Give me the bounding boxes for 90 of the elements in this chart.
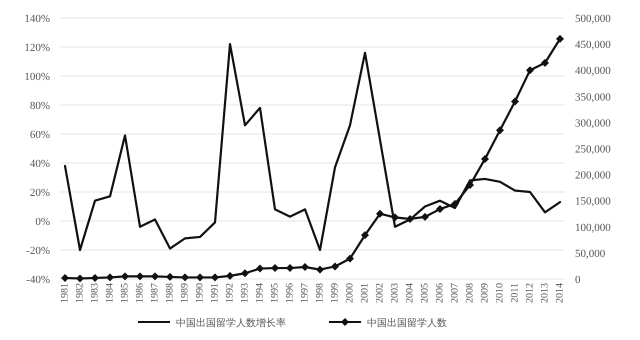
point bbox=[61, 274, 69, 282]
x-tick-label: 1992 bbox=[224, 283, 236, 303]
x-tick-label: 2008 bbox=[464, 283, 476, 303]
y-tick-label: 0% bbox=[35, 216, 50, 228]
point bbox=[331, 262, 339, 270]
point bbox=[511, 98, 519, 106]
x-tick-label: 2010 bbox=[494, 283, 506, 303]
point bbox=[556, 34, 564, 43]
point bbox=[106, 273, 114, 282]
point bbox=[76, 274, 84, 282]
point bbox=[226, 272, 234, 280]
y2-tick-label: 150,000 bbox=[575, 196, 612, 208]
point bbox=[466, 181, 474, 190]
point bbox=[361, 231, 369, 240]
x-tick-label: 1982 bbox=[74, 283, 86, 303]
point bbox=[481, 154, 489, 163]
y2-tick-label: 250,000 bbox=[575, 144, 612, 156]
x-tick-label: 1995 bbox=[270, 283, 280, 303]
point bbox=[346, 254, 354, 263]
x-tick-label: 1991 bbox=[210, 283, 220, 303]
point bbox=[136, 272, 144, 280]
point bbox=[406, 214, 414, 223]
y-tick-label: 40% bbox=[30, 158, 50, 170]
x-tick-label: 2006 bbox=[434, 283, 446, 303]
legend-label: 中国出国留学人数 bbox=[367, 317, 447, 329]
point bbox=[436, 205, 444, 214]
y-tick-label: -20% bbox=[26, 245, 50, 257]
point bbox=[211, 273, 219, 282]
y2-tick-label: 0 bbox=[575, 274, 581, 286]
point bbox=[286, 264, 294, 272]
point bbox=[376, 210, 384, 218]
point bbox=[256, 264, 264, 273]
x-tick-label: 1986 bbox=[134, 283, 146, 303]
x-tick-label: 2013 bbox=[540, 283, 550, 303]
y-tick-label: 60% bbox=[30, 129, 50, 141]
x-tick-label: 1983 bbox=[90, 283, 100, 303]
x-tick-label: 2014 bbox=[554, 283, 566, 303]
y2-tick-label: 200,000 bbox=[575, 170, 612, 182]
y-tick-label: 80% bbox=[30, 100, 50, 112]
y2-tick-label: 300,000 bbox=[575, 117, 612, 130]
x-tick-label: 1998 bbox=[314, 283, 326, 303]
point bbox=[391, 213, 399, 222]
x-tick-label: 1989 bbox=[180, 283, 190, 303]
y2-tick-label: 100,000 bbox=[575, 222, 612, 234]
x-tick-label: 1993 bbox=[240, 283, 250, 303]
point bbox=[151, 272, 159, 280]
point bbox=[91, 274, 99, 282]
point bbox=[421, 212, 429, 221]
y2-tick-label: 450,000 bbox=[575, 39, 612, 52]
x-tick-label: 1988 bbox=[164, 283, 176, 303]
x-tick-label: 1984 bbox=[104, 283, 116, 303]
x-tick-label: 2000 bbox=[344, 283, 356, 303]
y-tick-label: 140% bbox=[24, 13, 50, 25]
y2-tick-label: 50,000 bbox=[575, 248, 606, 260]
point bbox=[541, 58, 549, 67]
x-tick-label: 2007 bbox=[450, 283, 460, 303]
x-tick-label: 1985 bbox=[120, 283, 130, 303]
x-tick-label: 2009 bbox=[480, 283, 490, 303]
x-tick-label: 1997 bbox=[300, 283, 310, 303]
y2-tick-label: 400,000 bbox=[575, 65, 612, 78]
x-tick-label: 2001 bbox=[360, 283, 370, 303]
y-tick-label: -40% bbox=[26, 274, 50, 286]
x-tick-label: 2003 bbox=[390, 283, 400, 303]
point bbox=[181, 273, 189, 282]
x-tick-label: 1994 bbox=[254, 283, 266, 303]
y2-tick-label: 500,000 bbox=[575, 13, 612, 25]
y2-tick-label: 350,000 bbox=[575, 91, 612, 104]
x-tick-label: 2012 bbox=[524, 283, 536, 303]
x-tick-label: 1996 bbox=[284, 283, 296, 303]
point bbox=[316, 266, 324, 274]
point bbox=[241, 269, 249, 278]
point bbox=[526, 66, 534, 74]
x-tick-label: 1987 bbox=[150, 283, 160, 303]
x-tick-label: 1999 bbox=[330, 283, 340, 303]
point bbox=[121, 272, 129, 280]
y-tick-label: 100% bbox=[24, 71, 50, 83]
legend-label: 中国出国留学人数增长率 bbox=[176, 317, 286, 329]
x-tick-label: 1981 bbox=[60, 283, 70, 303]
x-tick-label: 2004 bbox=[404, 283, 416, 303]
point bbox=[496, 126, 504, 134]
point bbox=[271, 264, 279, 272]
point bbox=[301, 262, 309, 271]
point bbox=[196, 273, 204, 282]
x-tick-label: 2005 bbox=[420, 283, 430, 303]
x-tick-label: 2011 bbox=[510, 283, 520, 303]
x-tick-label: 1990 bbox=[194, 283, 206, 303]
point bbox=[166, 272, 174, 281]
x-tick-label: 2002 bbox=[374, 283, 386, 303]
y-tick-label: 20% bbox=[30, 187, 50, 199]
y-tick-label: 120% bbox=[24, 42, 50, 54]
